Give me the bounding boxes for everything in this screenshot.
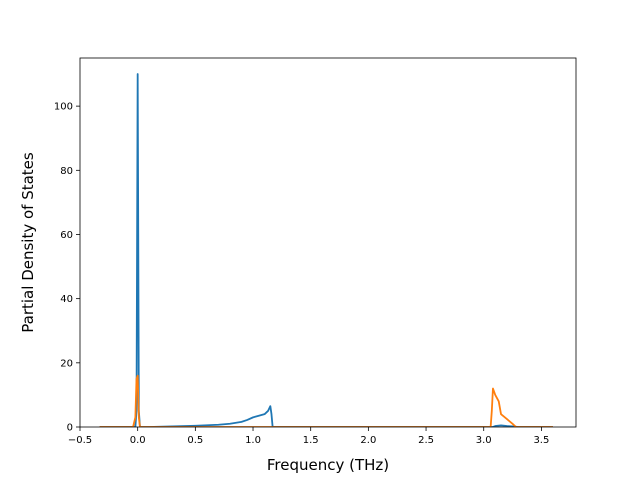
y-tick-label: 20 bbox=[60, 358, 73, 369]
y-tick-label: 40 bbox=[60, 294, 73, 305]
y-axis-ticks: 0 20 40 60 80 100 bbox=[54, 102, 80, 434]
y-tick-label: 100 bbox=[54, 102, 73, 113]
series-layer bbox=[99, 73, 553, 427]
series-line-1 bbox=[99, 73, 553, 427]
x-tick-label: −0.5 bbox=[68, 435, 92, 446]
x-tick-label: 1.5 bbox=[303, 435, 319, 446]
x-tick-label: 0.0 bbox=[130, 435, 146, 446]
y-tick-label: 80 bbox=[60, 166, 73, 177]
x-axis-label: Frequency (THz) bbox=[267, 456, 389, 474]
x-axis-ticks: −0.5 0.0 0.5 1.0 1.5 2.0 2.5 3.0 3.5 bbox=[68, 427, 549, 446]
x-tick-label: 3.5 bbox=[533, 435, 549, 446]
plot-frame bbox=[79, 57, 577, 428]
x-tick-label: 2.5 bbox=[418, 435, 434, 446]
y-tick-label: 0 bbox=[67, 423, 73, 434]
x-tick-label: 3.0 bbox=[476, 435, 492, 446]
x-tick-label: 0.5 bbox=[187, 435, 203, 446]
y-tick-label: 60 bbox=[60, 230, 73, 241]
x-tick-label: 1.0 bbox=[245, 435, 261, 446]
y-axis-label: Partial Density of States bbox=[19, 152, 37, 333]
x-tick-label: 2.0 bbox=[360, 435, 376, 446]
series-line-2 bbox=[99, 374, 553, 427]
